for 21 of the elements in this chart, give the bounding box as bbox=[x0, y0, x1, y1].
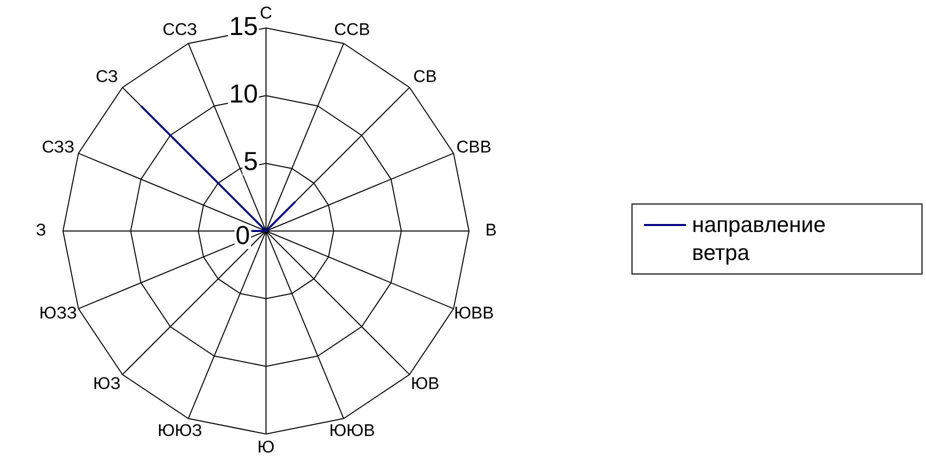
spoke-label: З bbox=[36, 220, 46, 240]
y-tick-label: 10 bbox=[229, 78, 258, 109]
spoke-label: ЮЮЗ bbox=[158, 420, 202, 440]
y-tick-label: 5 bbox=[244, 146, 258, 176]
spoke-label: СВВ bbox=[456, 137, 492, 156]
spoke-label: СЗЗ bbox=[42, 137, 74, 156]
spoke-label: ЮЮВ bbox=[329, 420, 375, 440]
spoke-label: СЗ bbox=[96, 67, 118, 86]
legend-label: направление ветра bbox=[692, 212, 826, 265]
y-tick-label: 15 bbox=[229, 10, 258, 41]
spoke-label: ССЗ bbox=[162, 20, 198, 40]
spoke-label: ЮЗ bbox=[93, 374, 121, 393]
spoke-label: Ю bbox=[257, 437, 275, 456]
y-tick-label: 0 bbox=[236, 220, 250, 250]
spoke-label: В bbox=[485, 220, 497, 240]
spoke-label: ЮВ bbox=[410, 374, 440, 393]
spoke-label: С bbox=[260, 3, 272, 22]
spoke-label: СВ bbox=[413, 67, 437, 86]
spoke-label: ССВ bbox=[334, 20, 370, 40]
spoke-label: ЮВВ bbox=[454, 304, 494, 323]
spoke-label: ЮЗЗ bbox=[39, 304, 77, 323]
